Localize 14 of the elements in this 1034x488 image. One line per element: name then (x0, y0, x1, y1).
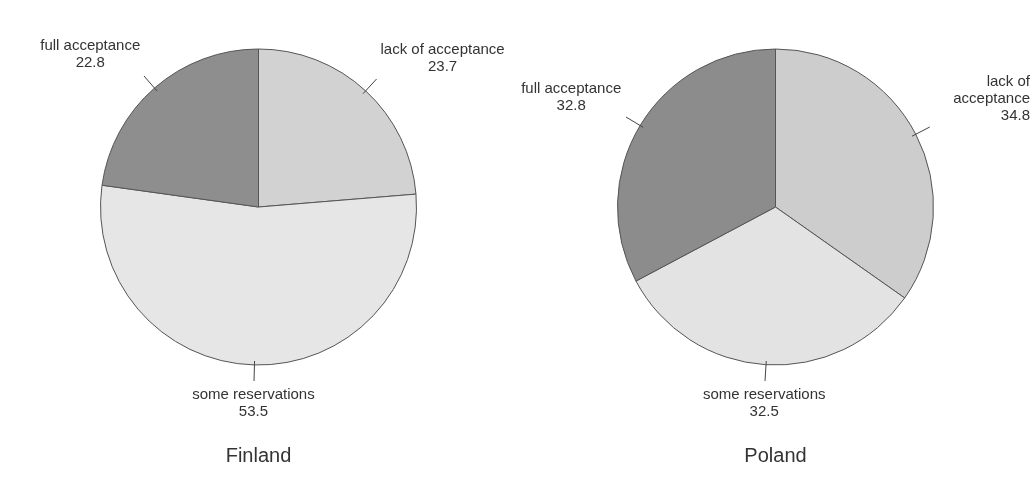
data-label: 53.5 (238, 401, 269, 419)
slice-label: some reservations (702, 384, 826, 402)
slice-label: some reservations (192, 384, 315, 402)
slice-label: lack of acceptance (380, 39, 505, 57)
data-label: 32.5 (749, 401, 779, 419)
slice-label: lack of acceptance (953, 72, 1031, 107)
data-label: 22.8 (75, 53, 105, 71)
data-label: 23.7 (428, 56, 458, 74)
slice-label: full acceptance (521, 79, 622, 97)
slice-label: full acceptance (40, 36, 141, 54)
text: Finland (225, 443, 292, 466)
data-label: 34.8 (1000, 106, 1030, 124)
text: Poland (744, 443, 807, 466)
data-label: 32.8 (556, 96, 586, 114)
